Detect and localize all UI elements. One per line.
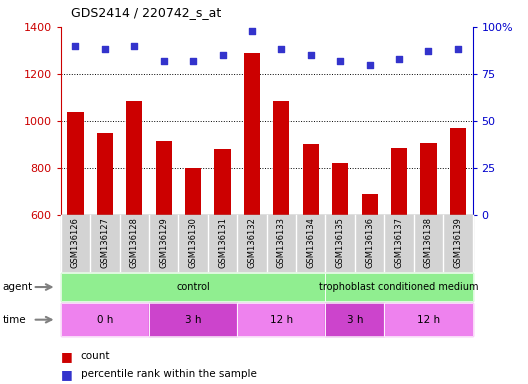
- Point: [130, 43, 138, 49]
- Text: agent: agent: [3, 282, 33, 292]
- Text: GSM136139: GSM136139: [454, 217, 463, 268]
- Point: [189, 58, 197, 64]
- Text: GSM136131: GSM136131: [218, 217, 227, 268]
- Bar: [391, 148, 407, 215]
- Text: ■: ■: [61, 350, 72, 363]
- Text: time: time: [3, 314, 26, 325]
- Text: percentile rank within the sample: percentile rank within the sample: [81, 369, 257, 379]
- Text: 12 h: 12 h: [417, 314, 440, 325]
- Text: GSM136138: GSM136138: [424, 217, 433, 268]
- Point: [307, 52, 315, 58]
- Text: GSM136134: GSM136134: [306, 217, 315, 268]
- Point: [101, 46, 109, 53]
- Point: [218, 52, 227, 58]
- Point: [365, 61, 374, 68]
- Point: [395, 56, 403, 62]
- Point: [248, 28, 256, 34]
- Text: 3 h: 3 h: [185, 314, 201, 325]
- Text: GSM136127: GSM136127: [100, 217, 109, 268]
- Text: GSM136137: GSM136137: [394, 217, 403, 268]
- Text: ■: ■: [61, 368, 72, 381]
- Bar: [332, 163, 348, 215]
- Bar: [244, 53, 260, 215]
- Bar: [156, 141, 172, 215]
- Point: [71, 43, 80, 49]
- Text: control: control: [176, 282, 210, 292]
- Text: GSM136135: GSM136135: [336, 217, 345, 268]
- Point: [159, 58, 168, 64]
- Point: [454, 46, 462, 53]
- Bar: [362, 194, 378, 215]
- Point: [336, 58, 344, 64]
- Text: 3 h: 3 h: [347, 314, 363, 325]
- Text: GSM136130: GSM136130: [188, 217, 197, 268]
- Text: GDS2414 / 220742_s_at: GDS2414 / 220742_s_at: [71, 6, 222, 19]
- Text: GSM136129: GSM136129: [159, 217, 168, 268]
- Text: GSM136126: GSM136126: [71, 217, 80, 268]
- Bar: [185, 168, 201, 215]
- Bar: [420, 143, 437, 215]
- Text: GSM136132: GSM136132: [248, 217, 257, 268]
- Bar: [68, 112, 83, 215]
- Text: count: count: [81, 351, 110, 361]
- Text: 12 h: 12 h: [270, 314, 293, 325]
- Text: GSM136133: GSM136133: [277, 217, 286, 268]
- Text: trophoblast conditioned medium: trophoblast conditioned medium: [319, 282, 479, 292]
- Bar: [97, 133, 113, 215]
- Bar: [214, 149, 231, 215]
- Point: [424, 48, 432, 55]
- Bar: [303, 144, 319, 215]
- Bar: [126, 101, 143, 215]
- Text: GSM136128: GSM136128: [130, 217, 139, 268]
- Text: 0 h: 0 h: [97, 314, 113, 325]
- Bar: [274, 101, 289, 215]
- Point: [277, 46, 286, 53]
- Bar: [450, 128, 466, 215]
- Text: GSM136136: GSM136136: [365, 217, 374, 268]
